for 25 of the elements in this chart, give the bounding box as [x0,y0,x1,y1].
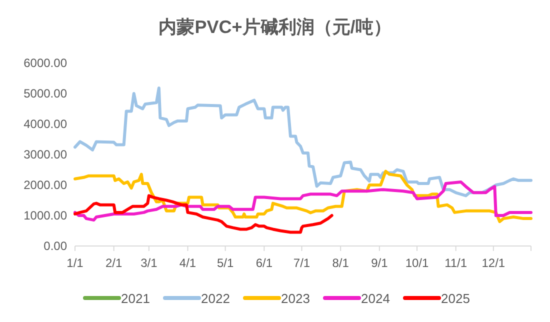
x-tick-label: 9/1 [371,256,388,270]
x-tick-label: 12/1 [482,256,506,270]
y-tick-label: 0.00 [44,239,68,253]
x-tick-label: 1/1 [66,256,84,270]
x-tick-label: 6/1 [256,256,273,270]
x-tick-label: 7/1 [293,256,310,270]
title: 内蒙PVC+片碱利润（元/吨） [158,17,392,37]
y-tick-label: 3000.00 [24,148,68,162]
x-tick-label: 3/1 [140,256,158,270]
legend-label: 2025 [441,291,470,306]
y-tick-label: 2000.00 [24,178,68,192]
legend-label: 2021 [121,291,150,306]
x-tick-label: 10/1 [405,256,429,270]
x-tick-label: 2/1 [105,256,122,270]
legend-label: 2023 [281,291,310,306]
x-tick-label: 4/1 [179,256,196,270]
x-tick-label: 8/1 [332,256,350,270]
y-tick-label: 1000.00 [24,208,68,222]
legend-label: 2022 [201,291,230,306]
y-tick-label: 6000.00 [24,56,68,70]
y-tick-label: 4000.00 [24,117,68,131]
legend-label: 2024 [361,291,390,306]
x-tick-label: 5/1 [216,256,234,270]
x-tick-label: 11/1 [444,256,468,270]
y-tick-label: 5000.00 [24,86,68,100]
